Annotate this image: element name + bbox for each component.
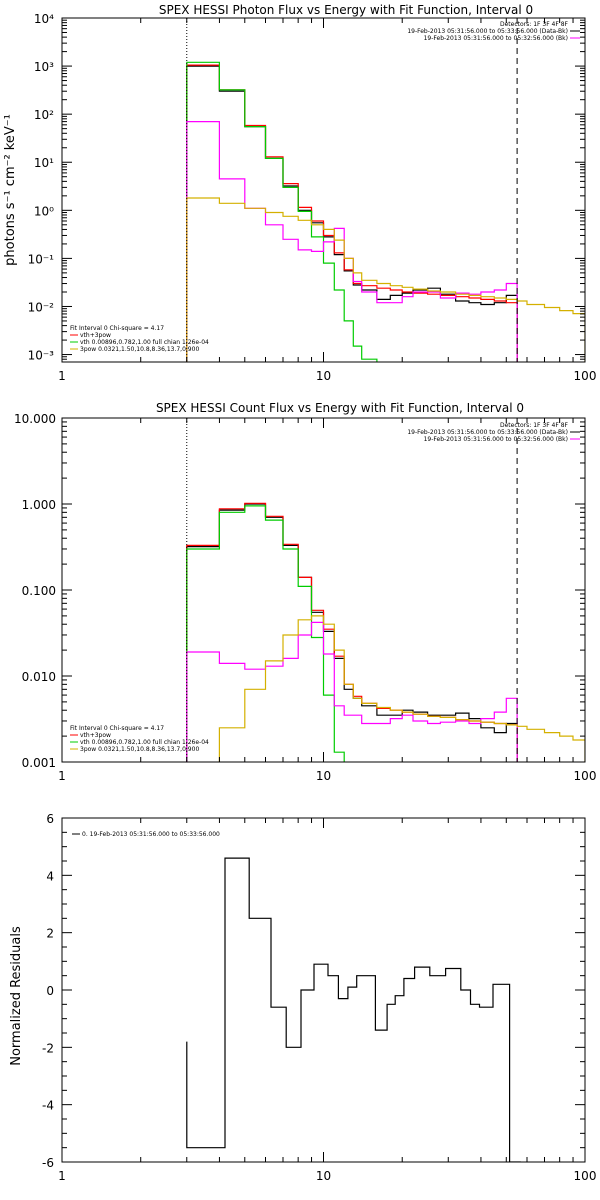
photon-flux-legend-entry: 3pow 0.0321,1.50,10.8,8.36,13.7,0.900 — [80, 346, 199, 353]
count-flux-legend-entry: vth+3pow — [80, 732, 111, 739]
photon-flux-x-tick-label: 1 — [58, 369, 66, 383]
count-flux-series-3pow — [218, 615, 585, 762]
count-flux-y-tick-label: 0.100 — [22, 584, 56, 598]
residuals-y-tick-label: 4 — [46, 869, 54, 883]
count-flux-x-tick-label: 100 — [574, 769, 597, 783]
count-flux-y-tick-label: 1.000 — [22, 498, 56, 512]
count-flux-panel: SPEX HESSI Count Flux vs Energy with Fit… — [14, 401, 597, 783]
residuals-series-0 — [186, 857, 521, 1162]
count-flux-legend-entry: 3pow 0.0321,1.50,10.8,8.36,13.7,0.900 — [80, 746, 199, 753]
photon-flux-annotation: Detectors: 1F 3F 4F 8F — [500, 21, 569, 28]
count-flux-series-vth — [186, 505, 345, 762]
residuals-panel: Normalized Residuals 1 10 100 -6 -4 -2 0 2 4 6 0. … — [9, 812, 596, 1183]
photon-flux-x-tick-label: 10 — [316, 369, 331, 383]
residuals-y-axis-label: Normalized Residuals — [9, 926, 24, 1066]
count-flux-x-tick-label: 10 — [316, 769, 331, 783]
residuals-y-tick-label: -4 — [42, 1099, 54, 1113]
count-flux-series-bk — [186, 621, 518, 762]
photon-flux-legend-entry: vth+3pow — [80, 332, 111, 339]
photon-flux-y-tick-label: 10³ — [34, 60, 54, 74]
residuals-y-tick-label: 6 — [46, 812, 54, 826]
photon-flux-y-tick-label: 10² — [34, 108, 54, 122]
photon-flux-panel: SPEX HESSI Photon Flux vs Energy with Fi… — [3, 3, 596, 383]
photon-flux-series-group — [186, 61, 585, 362]
photon-flux-annotation: 19-Feb-2013 05:31:56.000 to 05:33:56.000… — [407, 28, 568, 35]
photon-flux-y-axis-label: photons s⁻¹ cm⁻² keV⁻¹ — [3, 114, 18, 266]
count-flux-legend-entry: vth 0.00896,0.782,1.00 full chian 1.26e-… — [80, 739, 209, 746]
residuals-y-tick-label: -2 — [42, 1041, 54, 1055]
photon-flux-legend-entry: Fit Interval 0 Chi-square = 4.17 — [70, 325, 164, 332]
residuals-y-tick-label: 2 — [46, 927, 54, 941]
residuals-series-group — [186, 857, 521, 1162]
count-flux-y-tick-label: 0.001 — [22, 756, 56, 770]
photon-flux-x-tick-label: 100 — [574, 369, 597, 383]
photon-flux-series-vth-3pow — [186, 64, 518, 362]
count-flux-annotation: 19-Feb-2013 05:31:56.000 to 05:33:56.000… — [407, 429, 568, 436]
count-flux-annotation: 19-Feb-2013 05:31:56.000 to 05:32:56.000… — [424, 436, 568, 443]
residuals-x-tick-label: 10 — [316, 1169, 331, 1183]
residuals-y-tick-label: -6 — [42, 1156, 54, 1170]
photon-flux-y-tick-label: 10⁰ — [34, 204, 54, 218]
photon-flux-title: SPEX HESSI Photon Flux vs Energy with Fi… — [159, 3, 533, 17]
photon-flux-y-tick-label: 10⁻² — [28, 300, 55, 314]
photon-flux-series-bk — [186, 121, 518, 362]
count-flux-x-tick-label: 1 — [58, 769, 66, 783]
photon-flux-y-tick-label: 10⁴ — [34, 12, 54, 26]
photon-flux-y-tick-label: 10⁻³ — [28, 349, 55, 363]
residuals-y-tick-label: 0 — [46, 984, 54, 998]
photon-flux-series-3pow — [186, 197, 585, 362]
photon-flux-y-tick-label: 10¹ — [34, 156, 54, 170]
photon-flux-annotation: 19-Feb-2013 05:31:56.000 to 05:32:56.000… — [424, 35, 568, 42]
count-flux-series-group — [186, 502, 585, 762]
count-flux-y-tick-label: 10.000 — [14, 412, 56, 426]
count-flux-legend-entry: Fit Interval 0 Chi-square = 4.17 — [70, 725, 164, 732]
count-flux-annotation: Detectors: 1F 3F 4F 8F — [500, 422, 569, 429]
photon-flux-legend-entry: vth 0.00896,0.782,1.00 full chian 1.26e-… — [80, 339, 209, 346]
residuals-x-tick-label: 1 — [58, 1169, 66, 1183]
photon-flux-y-tick-label: 10⁻¹ — [28, 252, 55, 266]
count-flux-y-tick-label: 0.010 — [22, 670, 56, 684]
residuals-legend-entry: 0. 19-Feb-2013 05:31:56.000 to 05:33:56.… — [82, 831, 220, 838]
count-flux-title: SPEX HESSI Count Flux vs Energy with Fit… — [156, 401, 524, 415]
residuals-x-tick-label: 100 — [574, 1169, 597, 1183]
